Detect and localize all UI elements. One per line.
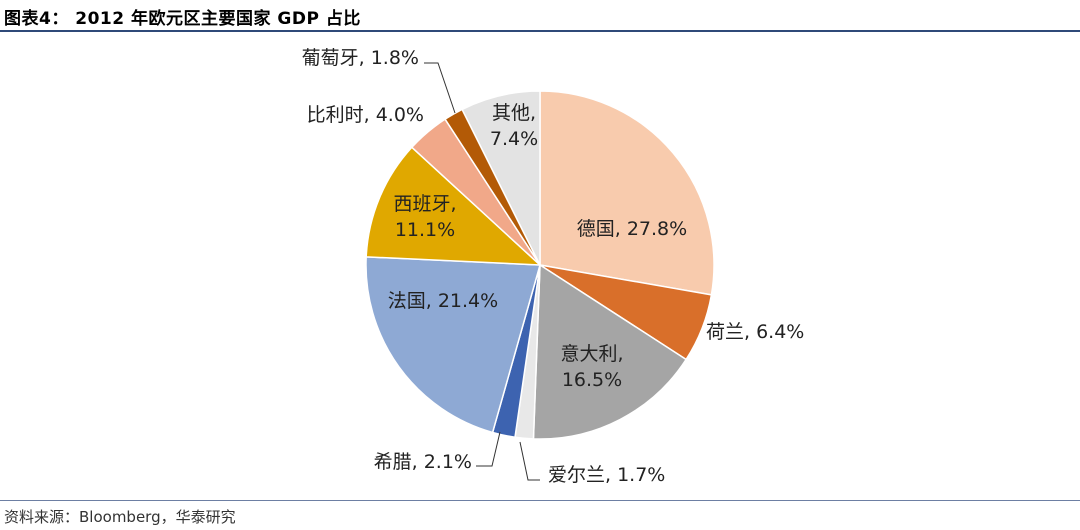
pie-slice (461, 90, 541, 266)
slice-label: 葡萄牙, 1.8% (302, 47, 419, 69)
figure-title: 图表4： 2012 年欧元区主要国家 GDP 占比 (4, 9, 361, 29)
source-rule (0, 500, 1080, 501)
title-rule (0, 30, 1080, 32)
pie-slice (365, 256, 541, 434)
pie-slice (532, 263, 688, 440)
slice-label: 法国, 21.4% (388, 290, 498, 312)
pie-slice (365, 146, 543, 266)
slice-label: 西班牙, 11.1% (393, 193, 456, 241)
slice-label: 荷兰, 6.4% (706, 321, 804, 343)
pie-slices (365, 90, 715, 440)
source-note: 资料来源：Bloomberg，华泰研究 (4, 508, 236, 526)
slice-label: 意大利, 16.5% (560, 343, 623, 391)
leader-line (476, 431, 501, 467)
slice-labels: 德国, 27.8% 荷兰, 6.4% 意大利, 16.5% 爱尔兰, 1.7% 希腊, 2… (302, 47, 805, 486)
pie-chart: 德国, 27.8% 荷兰, 6.4% 意大利, 16.5% 爱尔兰, 1.7% 希腊, 2… (302, 47, 805, 486)
slice-label: 爱尔兰, 1.7% (548, 464, 665, 486)
leader-line (519, 441, 540, 481)
slice-label: 其他, 7.4% (490, 102, 538, 150)
slice-label: 比利时, 4.0% (307, 104, 424, 126)
slice-label: 德国, 27.8% (577, 218, 687, 240)
slice-label: 希腊, 2.1% (374, 451, 472, 473)
leader-lines (424, 62, 540, 481)
pie-slice (539, 90, 715, 296)
leader-line (424, 62, 456, 114)
